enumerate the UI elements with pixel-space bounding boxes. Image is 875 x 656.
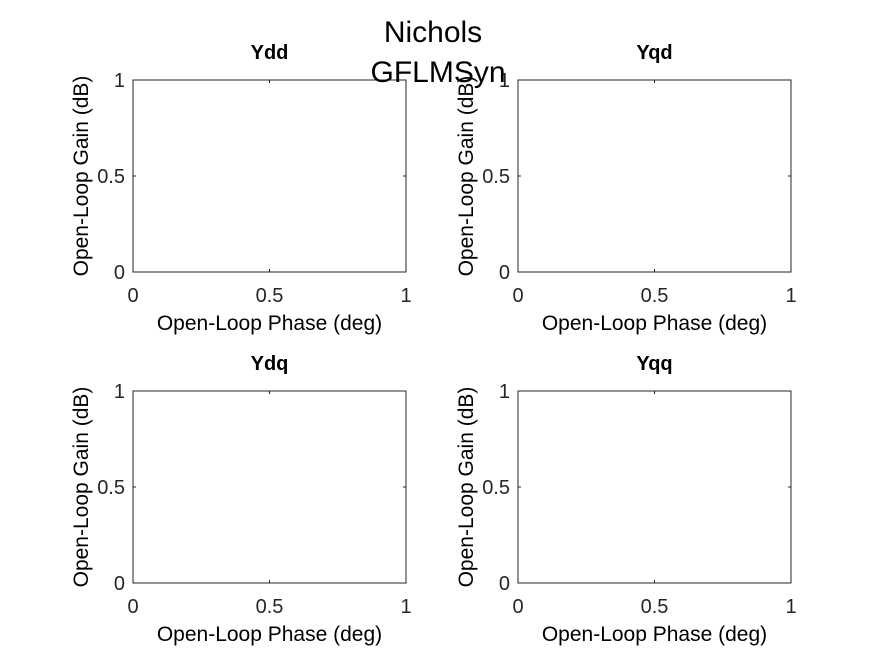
y-tick-label: 0 xyxy=(499,262,510,284)
axes-frame xyxy=(132,79,407,273)
axes-frame xyxy=(517,390,792,584)
x-tick-label: 0 xyxy=(512,285,523,307)
x-tick-label: 1 xyxy=(785,285,796,307)
axes-frame xyxy=(517,79,792,273)
y-tick-label: 0 xyxy=(499,573,510,595)
y-tick-label: 0.5 xyxy=(97,166,125,188)
y-tick-label: 0 xyxy=(114,573,125,595)
axes-frame xyxy=(132,390,407,584)
x-tick-label: 0 xyxy=(512,596,523,618)
y-tick-label: 1 xyxy=(499,70,510,92)
subplot-grid: 0 0.5 1 0 0.5 1 Ydd Open-Loop Phase (deg) Open-L… xyxy=(70,42,797,646)
y-tick-label: 0.5 xyxy=(482,166,510,188)
x-tick-label: 1 xyxy=(785,596,796,618)
subplot-2: 0 0.5 1 0 0.5 1 Ydq Open-Loop Phase (deg) Open-L… xyxy=(70,353,412,646)
subplot-title: Ydq xyxy=(251,353,289,375)
x-axis-label: Open-Loop Phase (deg) xyxy=(157,623,382,646)
y-tick-label: 1 xyxy=(114,70,125,92)
y-axis-label: Open-Loop Gain (dB) xyxy=(455,76,478,277)
subplot-title: Yqq xyxy=(636,353,672,375)
x-tick-label: 0 xyxy=(127,285,138,307)
y-tick-label: 0 xyxy=(114,262,125,284)
y-axis-label: Open-Loop Gain (dB) xyxy=(455,387,478,588)
y-axis-label: Open-Loop Gain (dB) xyxy=(70,387,93,588)
y-tick-label: 1 xyxy=(114,381,125,403)
subplot-0: 0 0.5 1 0 0.5 1 Ydd Open-Loop Phase (deg) Open-L… xyxy=(70,42,412,335)
y-tick-label: 0.5 xyxy=(97,477,125,499)
x-tick-label: 0 xyxy=(127,596,138,618)
figure-title-line-2: GFLMSyn xyxy=(370,56,505,89)
x-tick-label: 0.5 xyxy=(256,596,284,618)
subplot-1: 0 0.5 1 0 0.5 1 Yqd Open-Loop Phase (deg) Open-L… xyxy=(455,42,797,335)
figure-title-line-1: Nichols xyxy=(384,16,482,49)
x-tick-label: 1 xyxy=(400,285,411,307)
x-axis-label: Open-Loop Phase (deg) xyxy=(542,623,767,646)
x-tick-label: 1 xyxy=(400,596,411,618)
subplot-3: 0 0.5 1 0 0.5 1 Yqq Open-Loop Phase (deg) Open-L… xyxy=(455,353,797,646)
subplot-title: Ydd xyxy=(251,42,289,64)
y-axis-label: Open-Loop Gain (dB) xyxy=(70,76,93,277)
subplot-title: Yqd xyxy=(636,42,672,64)
x-axis-label: Open-Loop Phase (deg) xyxy=(157,312,382,335)
x-axis-label: Open-Loop Phase (deg) xyxy=(542,312,767,335)
x-tick-label: 0.5 xyxy=(641,285,669,307)
y-tick-label: 1 xyxy=(499,381,510,403)
y-tick-label: 0.5 xyxy=(482,477,510,499)
x-tick-label: 0.5 xyxy=(256,285,284,307)
x-tick-label: 0.5 xyxy=(641,596,669,618)
